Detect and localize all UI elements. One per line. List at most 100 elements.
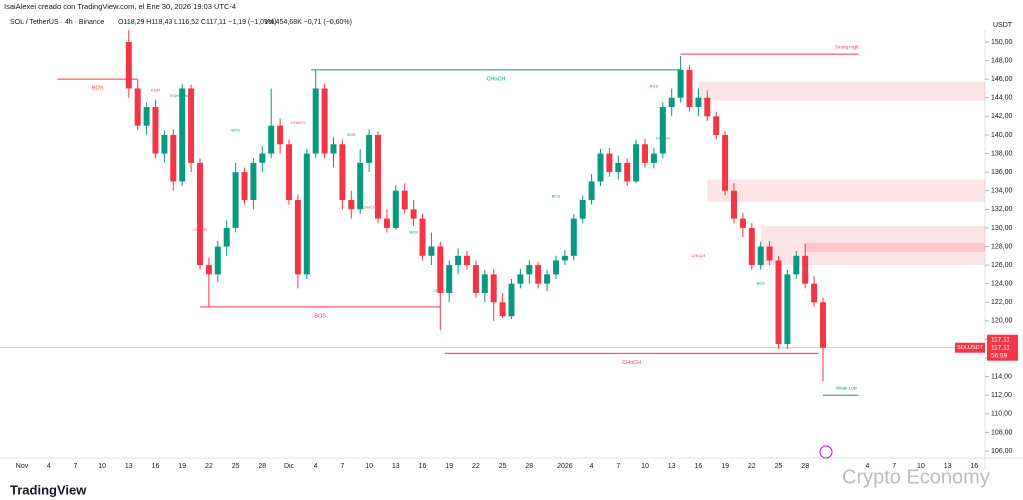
y-tick-label: 126,00 bbox=[991, 262, 1013, 269]
x-tick-label: 10 bbox=[917, 463, 925, 470]
candle-body bbox=[419, 218, 426, 256]
structure-tag: BOS bbox=[552, 193, 561, 198]
candle-body bbox=[820, 302, 826, 348]
candle-body bbox=[205, 265, 212, 275]
x-tick-label: 28 bbox=[525, 463, 533, 470]
candle-body bbox=[606, 153, 613, 173]
structure-label: BOS bbox=[92, 86, 104, 92]
candle-body bbox=[793, 255, 800, 275]
x-tick-label: 28 bbox=[258, 463, 266, 470]
structure-tag: EQH bbox=[151, 87, 160, 92]
x-tick-label: 22 bbox=[472, 463, 480, 470]
candle-body bbox=[188, 88, 195, 163]
zone bbox=[707, 179, 985, 202]
y-tick-label: 150,00 bbox=[991, 39, 1013, 46]
candle-body bbox=[633, 144, 640, 182]
structure-label: BOS bbox=[314, 313, 326, 319]
candle-body bbox=[490, 274, 497, 303]
structure-label: Weak Low bbox=[836, 385, 858, 390]
candle-body bbox=[775, 260, 782, 345]
y-tick-label: 122,00 bbox=[991, 299, 1013, 306]
candle-body bbox=[615, 162, 622, 173]
candle-body bbox=[650, 153, 657, 163]
y-tick-label: 110,00 bbox=[991, 411, 1012, 418]
structure-tag: CHoCH bbox=[692, 253, 706, 258]
y-tick-label: 124,00 bbox=[991, 281, 1013, 288]
x-tick-label: 13 bbox=[668, 463, 676, 470]
x-tick-label: 13 bbox=[392, 463, 400, 470]
structure-tag: BOS bbox=[409, 230, 418, 235]
x-tick-label: 25 bbox=[775, 463, 783, 470]
y-tick-label: 128,00 bbox=[991, 243, 1013, 250]
candle-body bbox=[481, 274, 488, 293]
candle-body bbox=[134, 88, 141, 126]
candle-body bbox=[642, 144, 648, 163]
x-tick-label: 22 bbox=[748, 463, 756, 470]
countdown: 56:59 bbox=[991, 352, 1008, 359]
x-tick-label: 19 bbox=[721, 463, 729, 470]
candle-body bbox=[748, 227, 755, 266]
y-tick-label: 130,00 bbox=[991, 225, 1013, 232]
structure-tag: BOS bbox=[231, 127, 240, 132]
x-tick-label: 7 bbox=[340, 463, 344, 470]
x-tick-label: 4 bbox=[590, 463, 594, 470]
y-tick-label: 148,00 bbox=[991, 57, 1013, 64]
y-tick-label: 136,00 bbox=[991, 169, 1013, 176]
y-tick-label: 138,00 bbox=[991, 150, 1013, 157]
structure-tag: BOS bbox=[650, 84, 659, 89]
y-tick-label: 112,00 bbox=[991, 392, 1012, 399]
event-icon[interactable] bbox=[819, 445, 833, 459]
candle-body bbox=[811, 283, 818, 303]
candle-body bbox=[704, 97, 711, 117]
x-tick-label: 7 bbox=[892, 463, 896, 470]
candle-body bbox=[428, 246, 435, 256]
candle-body bbox=[401, 190, 408, 210]
candle-body bbox=[499, 302, 506, 317]
candle-body bbox=[383, 218, 390, 228]
x-tick-label: 28 bbox=[801, 463, 809, 470]
y-tick-label: 146,00 bbox=[991, 76, 1013, 83]
y-tick-label: 108,00 bbox=[991, 429, 1013, 436]
price-tag: 117,11 bbox=[991, 336, 1010, 343]
candle-body bbox=[677, 69, 684, 98]
candle-body bbox=[339, 144, 346, 201]
x-tick-label: Dic bbox=[284, 463, 295, 470]
candle-body bbox=[143, 107, 150, 126]
candle-body bbox=[686, 69, 693, 108]
candle-body bbox=[161, 134, 168, 154]
candle-body bbox=[597, 153, 604, 182]
candle-body bbox=[624, 162, 631, 182]
candle-body bbox=[277, 125, 284, 145]
x-tick-label: 16 bbox=[152, 463, 160, 470]
x-tick-label: 2026 bbox=[557, 463, 573, 470]
y-tick-label: 142,00 bbox=[991, 113, 1013, 120]
x-tick-label: 25 bbox=[232, 463, 240, 470]
candle-body bbox=[526, 265, 533, 275]
structure-label: Strong High bbox=[835, 44, 859, 49]
candle-body bbox=[588, 181, 595, 201]
x-tick-label: 22 bbox=[205, 463, 213, 470]
y-tick-label: 144,00 bbox=[991, 95, 1013, 102]
candle-body bbox=[757, 246, 764, 266]
candle-body bbox=[330, 144, 337, 154]
candle-body bbox=[464, 255, 470, 266]
candle-body bbox=[268, 125, 275, 154]
candle-body bbox=[553, 260, 559, 275]
y-tick-label: 132,00 bbox=[991, 206, 1013, 213]
candle-body bbox=[348, 200, 355, 210]
y-tick-label: 140,00 bbox=[991, 132, 1013, 139]
candle-body bbox=[232, 172, 239, 228]
structure-tag: CHoCH bbox=[362, 205, 376, 210]
y-tick-label: 120,00 bbox=[991, 318, 1013, 325]
ohlc-readout: O118,29 H118,43 L116,52 C117,11 −1,19 (−… bbox=[118, 19, 277, 26]
x-tick-label: 16 bbox=[970, 463, 978, 470]
candle-body bbox=[437, 246, 444, 293]
candle-body bbox=[731, 190, 737, 219]
x-tick-label: 4 bbox=[47, 463, 51, 470]
candle-body bbox=[455, 255, 462, 266]
x-tick-label: 13 bbox=[944, 463, 952, 470]
candle-body bbox=[659, 107, 666, 154]
candle-body bbox=[250, 162, 257, 201]
